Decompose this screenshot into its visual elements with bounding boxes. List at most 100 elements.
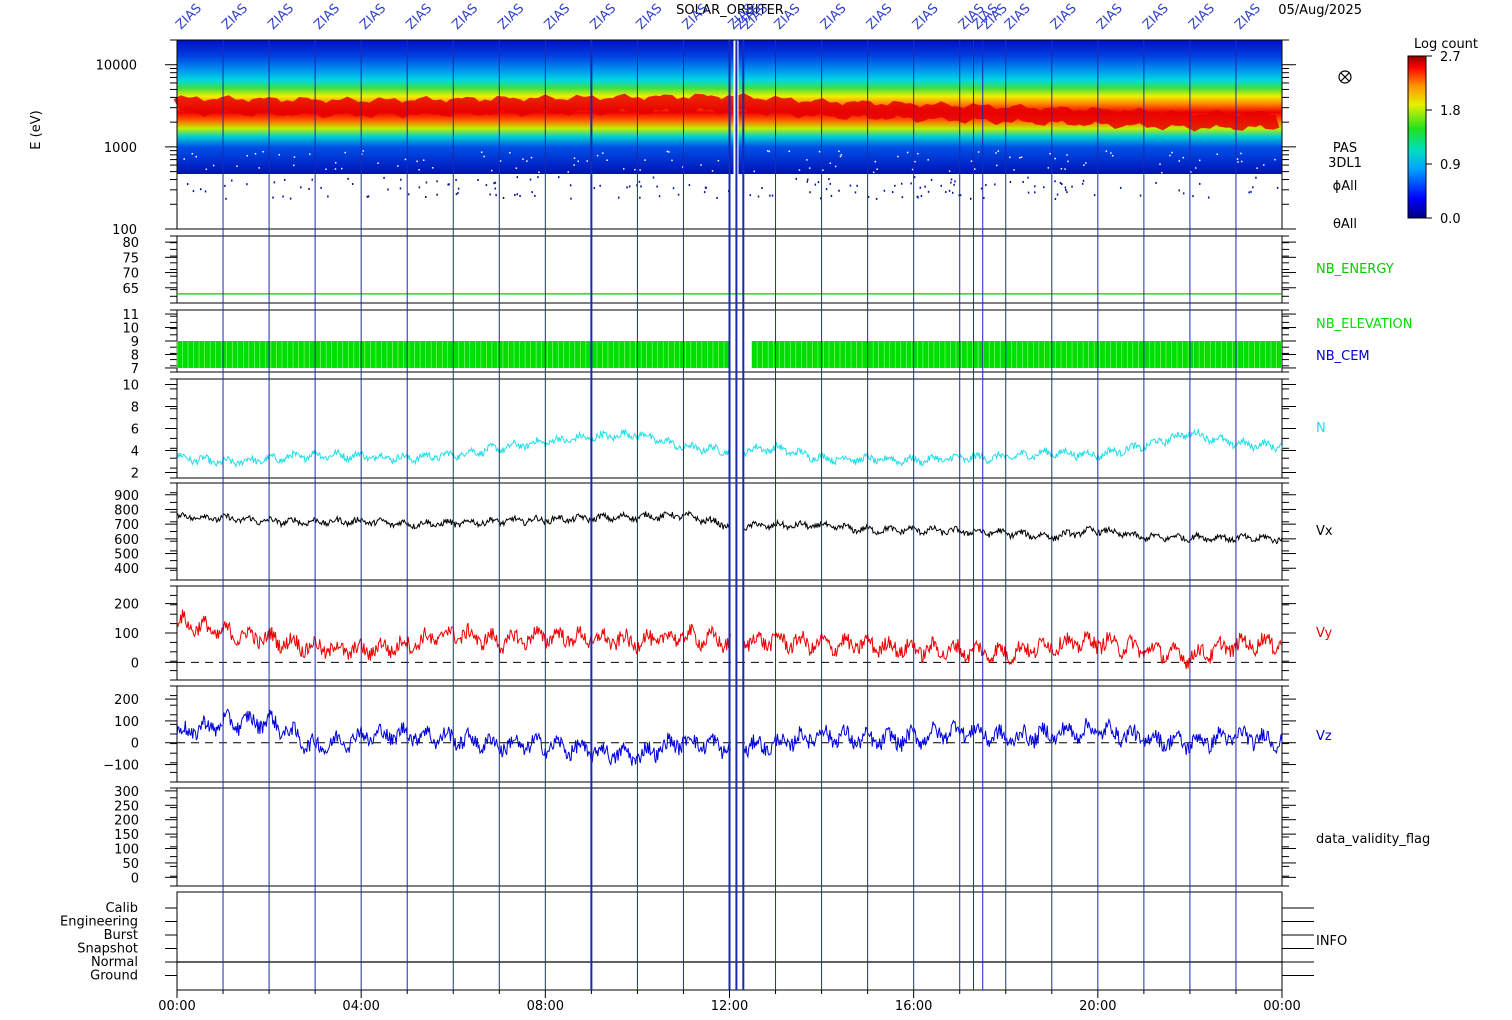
noise-dot — [817, 181, 820, 184]
event-label-22: ZIAS — [1002, 1, 1034, 33]
info-tick-label-0: Calib — [105, 901, 138, 916]
noise-dot — [874, 160, 877, 163]
vy-series-label-0: Vy — [1316, 626, 1333, 641]
noise-dot — [602, 152, 604, 154]
noise-dot — [1240, 152, 1242, 155]
nb_energy-tick-label-1: 75 — [122, 251, 139, 266]
colorbar-gradient — [1407, 55, 1427, 219]
noise-dot — [1248, 191, 1250, 194]
noise-dot — [828, 178, 830, 181]
noise-dot — [838, 189, 840, 192]
noise-dot — [891, 191, 894, 194]
noise-dot — [997, 150, 1000, 152]
noise-dot — [399, 187, 402, 190]
noise-dot — [917, 152, 919, 155]
vz-tick-label-3: −100 — [103, 759, 139, 774]
vz-tick-label-1: 100 — [114, 715, 139, 730]
noise-dot — [538, 171, 540, 173]
validity-tick-label-0: 300 — [114, 785, 139, 800]
colorbar: Log count 2.7 1.8 0.9 0.0 — [1407, 37, 1478, 227]
spectrogram-peak-band — [173, 92, 1280, 132]
noise-dot — [914, 160, 916, 163]
noise-dot — [1065, 188, 1067, 191]
noise-dot — [1119, 186, 1122, 189]
noise-dot — [366, 195, 369, 198]
panel-info: CalibEngineeringBurstSnapshotNormalGroun… — [60, 891, 1347, 991]
noise-dot — [455, 193, 458, 196]
noise-dot — [977, 151, 980, 153]
noise-dot — [293, 156, 296, 158]
noise-dot — [703, 191, 706, 194]
vz-tick-label-0: 200 — [114, 693, 139, 708]
noise-dot — [273, 181, 276, 184]
noise-dot — [872, 171, 875, 174]
noise-dot — [970, 160, 973, 162]
noise-dot — [940, 184, 942, 187]
event-label-26: ZIAS — [1186, 1, 1218, 33]
event-label-18: ZIAS — [910, 1, 942, 33]
noise-dot — [1178, 160, 1181, 162]
event-label-0: ZIAS — [173, 1, 205, 33]
density-tick-label-4: 2 — [131, 467, 139, 482]
noise-dot — [1009, 156, 1011, 159]
noise-dot — [515, 167, 518, 169]
noise-dot — [875, 197, 878, 200]
noise-dot — [948, 189, 951, 192]
noise-dot — [1198, 159, 1201, 162]
event-label-3: ZIAS — [311, 1, 343, 33]
noise-dot — [771, 194, 774, 197]
noise-dot — [806, 159, 808, 161]
noise-dot — [838, 150, 840, 153]
noise-dot — [1171, 151, 1173, 154]
event-label-6: ZIAS — [449, 1, 481, 33]
info-tick-label-3: Snapshot — [77, 942, 138, 957]
noise-dot — [913, 176, 916, 179]
noise-dot — [1020, 156, 1023, 159]
noise-dot — [1027, 176, 1029, 179]
vx-tick-label-4: 500 — [114, 548, 139, 563]
noise-dot — [425, 181, 428, 184]
info-tick-label-4: Normal — [91, 955, 138, 970]
x-tick-label-0: 00:00 — [158, 999, 195, 1014]
spectrogram-tick-label-1: 1000 — [104, 141, 137, 156]
noise-dot — [1043, 186, 1045, 189]
noise-dot — [901, 196, 904, 199]
nb_elevation-tick-label-3: 8 — [131, 348, 139, 363]
nb_elevation-series-label-1: NB_CEM — [1316, 349, 1370, 364]
crossed-circle-icon — [1338, 70, 1352, 84]
vx-tick-label-3: 600 — [114, 533, 139, 548]
noise-dot — [919, 186, 922, 189]
spectrogram-tick-label-0: 100 — [112, 223, 137, 238]
noise-dot — [1027, 191, 1030, 194]
noise-dot — [766, 150, 769, 152]
colorbar-title: Log count — [1414, 37, 1478, 52]
noise-dot — [825, 188, 828, 191]
noise-dot — [1110, 152, 1112, 154]
nb_energy-series-label-0: NB_ENERGY — [1316, 262, 1394, 277]
noise-dot — [1009, 180, 1012, 183]
noise-dot — [856, 184, 858, 187]
nb_energy-tick-label-2: 70 — [122, 267, 139, 282]
noise-dot — [652, 176, 655, 179]
noise-dot — [671, 159, 673, 162]
noise-dot — [577, 160, 579, 163]
noise-dot — [672, 187, 675, 190]
noise-dot — [900, 182, 903, 185]
noise-dot — [308, 153, 311, 155]
noise-dot — [634, 168, 636, 171]
density-tick-label-2: 6 — [131, 423, 139, 438]
noise-dot — [457, 192, 459, 195]
noise-dot — [945, 191, 947, 194]
noise-dot — [1262, 164, 1265, 166]
vy-tick-label-1: 100 — [114, 627, 139, 642]
noise-dot — [700, 164, 702, 166]
noise-dot — [293, 164, 295, 167]
noise-dot — [1276, 186, 1279, 189]
noise-dot — [1207, 196, 1210, 199]
validity-tick-label-1: 250 — [114, 799, 139, 814]
noise-dot — [1071, 185, 1073, 188]
noise-dot — [480, 151, 483, 153]
vx-tick-label-5: 400 — [114, 562, 139, 577]
time-series-panels: 80757065NB_ENERGY1110987NB_ELEVATIONNB_C… — [60, 235, 1430, 991]
